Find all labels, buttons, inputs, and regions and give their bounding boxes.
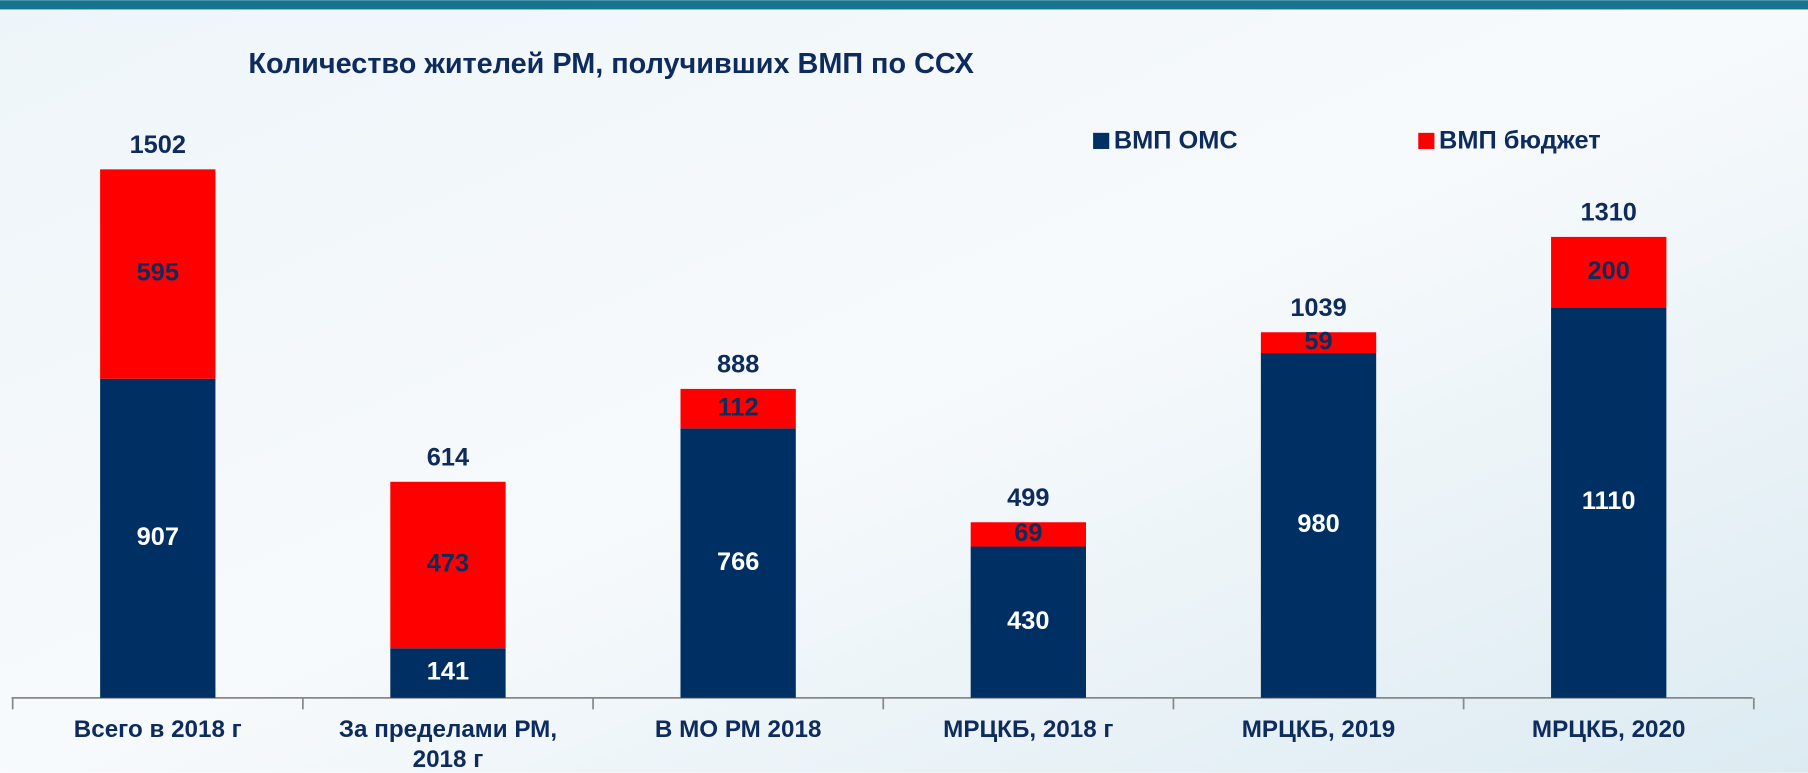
legend-swatch [1093,132,1110,149]
chart-title: Количество жителей РМ, получивших ВМП по… [248,47,974,80]
bar-segment [1260,353,1377,698]
value-label: 980 [1297,510,1339,538]
x-label-box: В МО РМ 2018 [654,716,822,743]
value-label: 907 [137,523,179,551]
bar-segment [680,428,796,698]
total-label: 888 [717,351,759,379]
x-tick-label: Всего в 2018 г [73,716,242,743]
x-label-box: МРЦКБ, 2018 г [943,716,1114,743]
x-label-box: Всего в 2018 г [73,716,242,743]
total-label: 499 [1007,484,1049,512]
bar-segment [100,169,216,379]
total-label: 1310 [1581,199,1637,227]
bar-segment [1551,307,1667,698]
total-label: 614 [427,443,469,471]
value-label: 69 [1014,519,1042,547]
x-tick-label: За пределами РМ, 2018 г [338,716,558,773]
bar-segment [970,522,1086,547]
title-box: Количество жителей РМ, получивших ВМП по… [248,47,974,80]
x-tick-label: МРЦКБ, 2018 г [943,716,1114,743]
bar-segment [680,388,796,429]
x-label-box: За пределами РМ, 2018 г [338,716,558,773]
value-label: 141 [427,658,469,686]
value-label: 1110 [1582,487,1636,515]
x-label-box: МРЦКБ, 2019 [1241,716,1396,743]
value-label: 59 [1304,327,1332,355]
bar-segment [390,481,506,649]
legend-label: ВМП ОМС [1114,127,1238,155]
total-label: 1502 [130,131,186,159]
legend-swatch [1418,132,1435,149]
value-label: 473 [427,550,469,578]
value-label: 595 [137,259,179,287]
x-tick-label: В МО РМ 2018 [654,716,822,743]
value-label: 430 [1007,607,1049,635]
bar-segment [390,648,506,698]
bar-segment [1260,332,1377,354]
x-label-box: МРЦКБ, 2020 [1531,716,1686,743]
value-label: 112 [718,393,759,421]
top-band [0,0,1808,10]
bar-segment [1551,236,1667,308]
bar-segment [100,378,216,698]
value-label: 200 [1588,257,1630,285]
x-tick-label: МРЦКБ, 2019 [1241,716,1396,743]
bar-segment [970,546,1086,698]
total-label: 1039 [1290,294,1346,322]
legend-label: ВМП бюджет [1439,127,1601,155]
x-tick-label: МРЦКБ, 2020 [1531,716,1686,743]
value-label: 766 [717,548,759,576]
